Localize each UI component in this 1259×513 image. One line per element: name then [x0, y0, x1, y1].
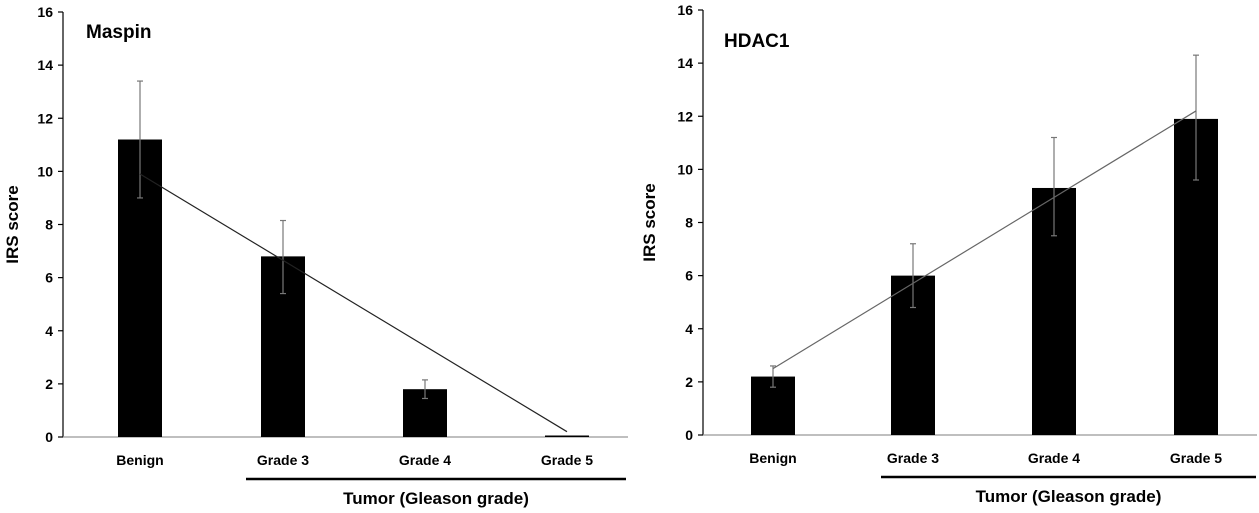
y-tick-label: 6: [45, 270, 53, 286]
bar: [545, 435, 589, 437]
y-axis-title: IRS score: [3, 185, 22, 263]
y-tick-label: 12: [37, 110, 53, 126]
x-tick-label: Benign: [116, 452, 163, 468]
x-tick-label: Grade 3: [257, 452, 309, 468]
maspin-chart-panel: Maspin IRS score Tumor (Gleason grade) 0…: [3, 4, 628, 508]
x-tick-label: Benign: [749, 450, 796, 466]
y-tick-label: 8: [685, 215, 693, 231]
group-label: Tumor (Gleason grade): [343, 489, 529, 508]
y-tick-label: 10: [677, 161, 693, 177]
chart-title: Maspin: [86, 22, 151, 43]
y-tick-label: 14: [677, 55, 693, 71]
y-tick-label: 2: [45, 376, 53, 392]
y-tick-label: 6: [685, 268, 693, 284]
group-label: Tumor (Gleason grade): [976, 487, 1162, 506]
y-tick-label: 12: [677, 108, 693, 124]
x-tick-label: Grade 5: [1170, 450, 1222, 466]
hdac1-chart-panel: HDAC1 IRS score Tumor (Gleason grade) 0 2…: [640, 2, 1257, 506]
y-tick-label: 0: [45, 429, 53, 445]
y-tick-label: 16: [677, 2, 693, 18]
chart-title: HDAC1: [724, 31, 790, 52]
x-tick-label: Grade 4: [399, 452, 451, 468]
x-tick-label: Grade 5: [541, 452, 593, 468]
trend-line: [139, 173, 568, 433]
y-tick-label: 10: [37, 163, 53, 179]
y-tick-label: 8: [45, 217, 53, 233]
y-tick-label: 0: [685, 427, 693, 443]
y-axis-title: IRS score: [640, 183, 659, 261]
y-tick-label: 2: [685, 374, 693, 390]
y-tick-label: 4: [685, 321, 693, 337]
y-tick-label: 16: [37, 4, 53, 20]
trend-line: [772, 110, 1197, 370]
x-tick-label: Grade 3: [887, 450, 939, 466]
y-tick-label: 4: [45, 323, 53, 339]
y-tick-label: 14: [37, 57, 53, 73]
x-tick-label: Grade 4: [1028, 450, 1080, 466]
